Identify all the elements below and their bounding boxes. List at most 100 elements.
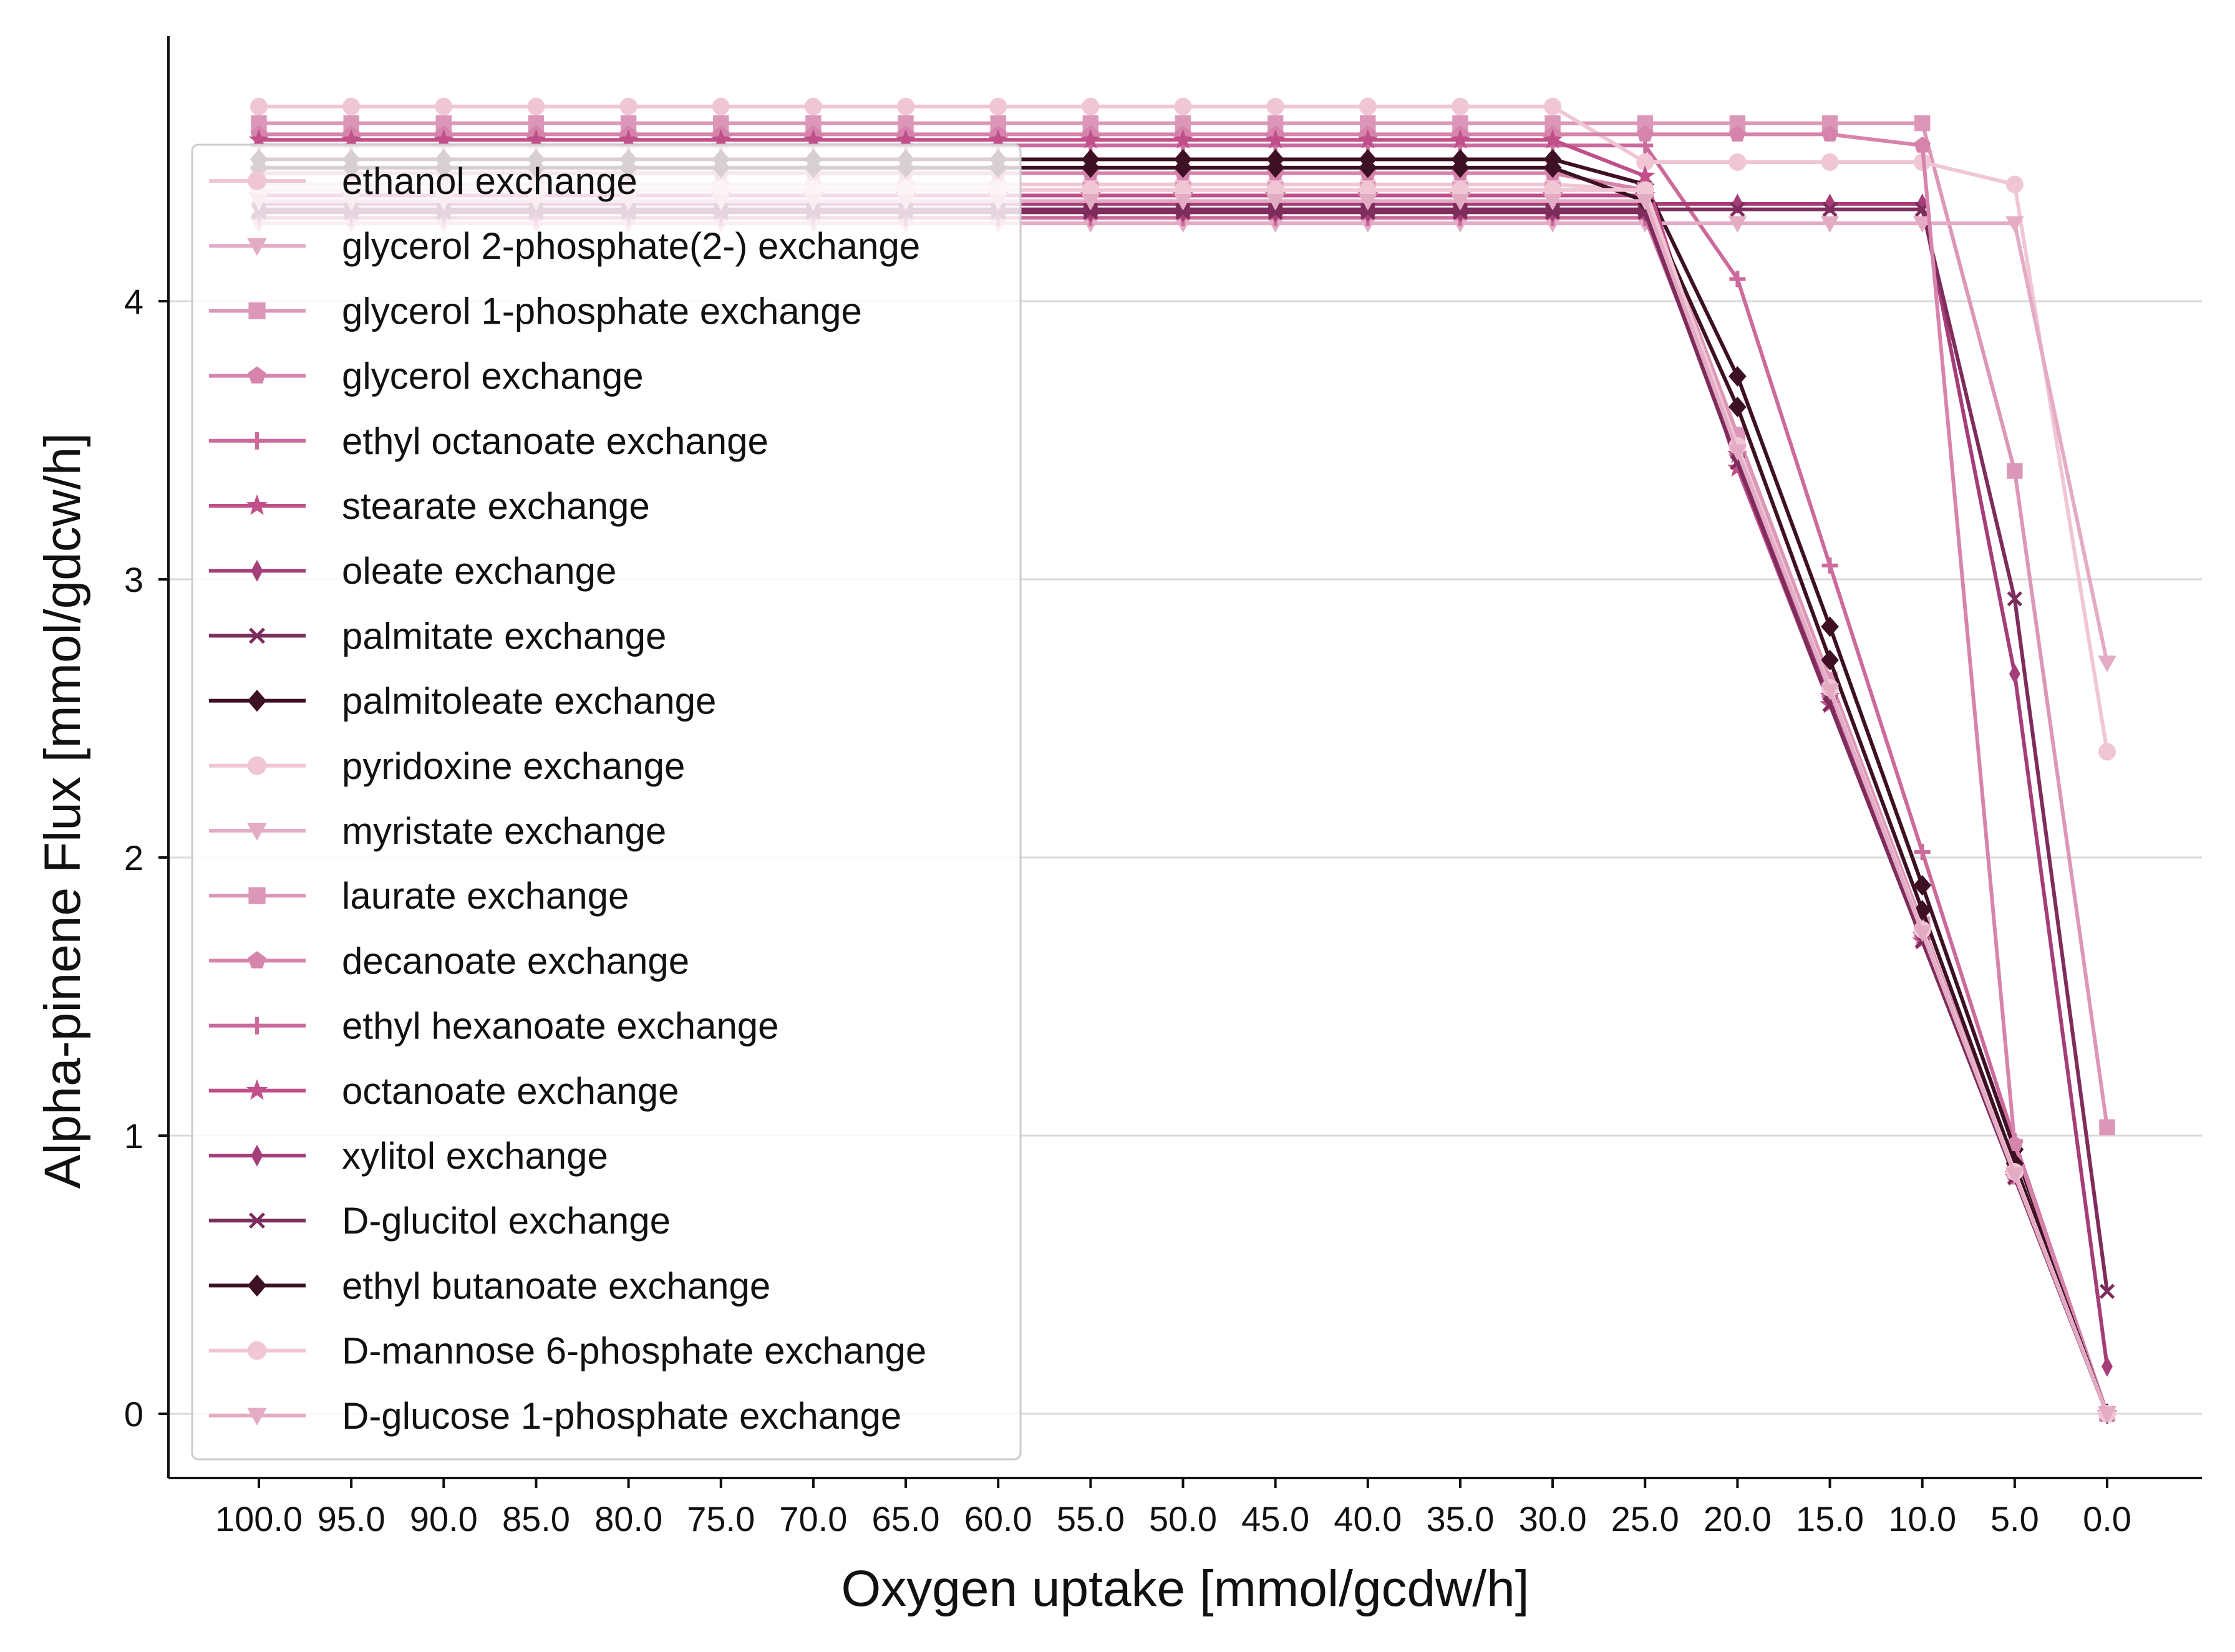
legend-entry: ethanol exchange xyxy=(209,160,638,202)
x-tick-label: 35.0 xyxy=(1426,1499,1494,1538)
data-point xyxy=(1174,157,1192,178)
legend-entry: decanoate exchange xyxy=(209,940,689,982)
x-tick-label: 85.0 xyxy=(502,1499,570,1538)
legend-entry: ethyl hexanoate exchange xyxy=(209,1005,779,1047)
data-point xyxy=(2005,175,2024,193)
x-ticks: 100.0 95.0 90.0 85.0 80.0 75.0 70.0 65.0 60.0 55.… xyxy=(215,1478,2131,1538)
y-tick-label: 1 xyxy=(124,1116,143,1156)
legend-marker xyxy=(248,1341,266,1360)
data-point xyxy=(1728,365,1747,387)
legend-label: octanoate exchange xyxy=(342,1070,679,1112)
data-point xyxy=(1542,129,1563,149)
x-tick-label: 0.0 xyxy=(2083,1499,2131,1538)
x-tick-label: 15.0 xyxy=(1796,1499,1864,1538)
legend-label: D-mannose 6-phosphate exchange xyxy=(342,1330,926,1372)
y-tick-label: 4 xyxy=(124,282,143,321)
data-point xyxy=(803,129,824,149)
y-tick-label: 2 xyxy=(124,838,143,877)
legend-label: decanoate exchange xyxy=(342,940,689,982)
legend-label: pyridoxine exchange xyxy=(342,745,685,787)
x-tick-label: 45.0 xyxy=(1241,1499,1309,1538)
data-point xyxy=(895,129,916,149)
x-tick-label: 5.0 xyxy=(1990,1499,2039,1538)
data-point xyxy=(1082,97,1100,115)
legend-entry: xylitol exchange xyxy=(209,1135,608,1177)
data-point xyxy=(526,129,546,149)
x-tick-label: 90.0 xyxy=(410,1499,478,1538)
y-ticks: 0 1 2 3 4 xyxy=(124,282,168,1434)
data-point xyxy=(712,97,730,115)
data-point xyxy=(1174,97,1192,115)
data-point xyxy=(1824,193,1836,215)
data-point xyxy=(1821,616,1839,637)
data-point xyxy=(1357,129,1379,149)
data-point xyxy=(1821,649,1839,670)
data-point xyxy=(1821,557,1838,574)
legend-entry: glycerol 1-phosphate exchange xyxy=(209,290,862,332)
legend-marker xyxy=(249,627,265,644)
legend-marker xyxy=(249,1212,265,1229)
data-point xyxy=(1450,129,1471,149)
x-tick-label: 25.0 xyxy=(1611,1499,1679,1538)
data-point xyxy=(1914,137,1931,153)
legend-label: palmitoleate exchange xyxy=(342,680,716,722)
data-point xyxy=(1359,97,1377,115)
legend-entry: laurate exchange xyxy=(209,875,629,917)
x-tick-label: 20.0 xyxy=(1704,1499,1772,1538)
legend-label: myristate exchange xyxy=(342,810,666,852)
data-point xyxy=(987,129,1009,149)
legend-marker xyxy=(247,823,267,841)
x-tick-label: 95.0 xyxy=(318,1499,385,1538)
legend-entry: D-mannose 6-phosphate exchange xyxy=(209,1330,926,1372)
legend-marker xyxy=(251,559,263,582)
y-tick-label: 0 xyxy=(124,1394,143,1434)
legend-entry: octanoate exchange xyxy=(209,1070,679,1112)
data-point xyxy=(1913,925,1932,942)
data-point xyxy=(435,97,453,115)
legend-label: ethyl butanoate exchange xyxy=(342,1265,770,1307)
data-point xyxy=(1543,194,1562,211)
legend-marker xyxy=(248,366,266,384)
legend-box xyxy=(191,143,1022,1461)
data-point xyxy=(1821,125,1839,142)
x-tick-label: 100.0 xyxy=(215,1499,303,1538)
data-point xyxy=(1083,205,1098,220)
legend-entry: myristate exchange xyxy=(209,810,666,852)
data-point xyxy=(1729,271,1746,287)
data-point xyxy=(1820,684,1840,700)
legend-label: D-glucitol exchange xyxy=(342,1200,671,1242)
x-tick-label: 40.0 xyxy=(1334,1499,1402,1538)
data-point xyxy=(1914,115,1931,132)
legend-marker xyxy=(248,432,266,450)
legend-label: oleate exchange xyxy=(342,550,616,592)
data-point xyxy=(1082,157,1100,178)
data-point xyxy=(1634,165,1656,185)
x-tick-label: 70.0 xyxy=(779,1499,847,1538)
legend-entry: D-glucitol exchange xyxy=(209,1200,671,1242)
x-axis-title: Oxygen uptake [mmol/gcdw/h] xyxy=(841,1560,1530,1617)
legend-entry: glycerol exchange xyxy=(209,355,644,397)
legend-entry: D-glucose 1-phosphate exchange xyxy=(209,1395,901,1437)
data-point xyxy=(2099,1283,2115,1299)
data-point xyxy=(1822,201,1838,217)
legend-marker xyxy=(248,302,266,319)
legend-label: glycerol exchange xyxy=(342,355,644,397)
data-point xyxy=(1728,125,1746,142)
legend-label: glycerol 2-phosphate(2-) exchange xyxy=(342,225,920,267)
legend-marker xyxy=(248,171,266,190)
data-point xyxy=(1451,194,1470,211)
legend-label: glycerol 1-phosphate exchange xyxy=(342,290,862,332)
legend-marker xyxy=(247,1274,267,1297)
legend-entry: ethyl octanoate exchange xyxy=(209,420,768,462)
data-point xyxy=(1544,97,1562,115)
axes xyxy=(167,36,2202,1479)
data-point xyxy=(1451,157,1470,178)
y-tick-label: 3 xyxy=(124,560,143,599)
data-point xyxy=(2099,1119,2115,1136)
data-point xyxy=(527,97,545,115)
data-point xyxy=(2098,1406,2116,1424)
legend-label: ethyl hexanoate exchange xyxy=(342,1005,779,1047)
x-tick-label: 30.0 xyxy=(1519,1499,1587,1538)
legend-label: stearate exchange xyxy=(342,485,650,527)
